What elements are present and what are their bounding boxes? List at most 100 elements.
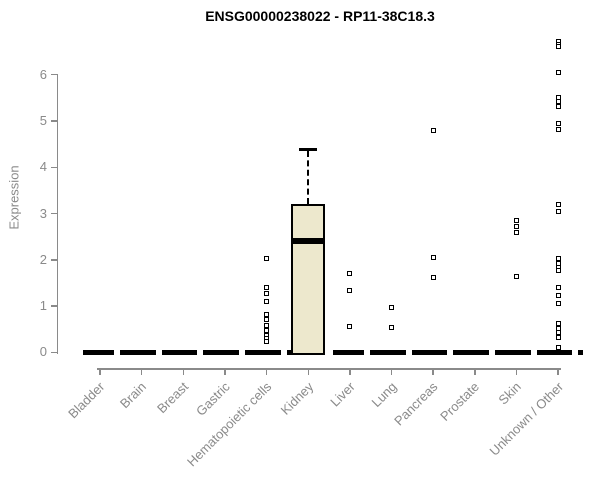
x-tick-label: Pancreas xyxy=(391,379,441,429)
outlier-point xyxy=(555,201,561,207)
outlier-point xyxy=(264,256,270,262)
y-tick-label: 4 xyxy=(39,159,47,175)
boxplot-zero-square xyxy=(244,349,250,355)
outlier-point xyxy=(555,126,561,132)
boxplot-zero-bar xyxy=(457,349,489,355)
x-axis-tick xyxy=(224,368,226,375)
x-tick-label: Kidney xyxy=(277,379,316,418)
outlier-point xyxy=(264,327,270,333)
boxplot-zero-bar xyxy=(207,349,239,355)
boxplot-zero-square xyxy=(286,349,292,355)
y-axis-line xyxy=(56,74,58,354)
outlier-point xyxy=(347,288,353,294)
outlier-point xyxy=(555,69,561,75)
boxplot-whisker xyxy=(307,150,310,205)
outlier-point xyxy=(389,304,395,310)
outlier-point xyxy=(347,324,353,330)
y-tick-label: 3 xyxy=(39,205,47,221)
x-tick-label: Bladder xyxy=(65,379,108,422)
y-axis-tick xyxy=(51,166,57,168)
outlier-point xyxy=(555,268,561,274)
x-axis-tick xyxy=(99,368,101,375)
y-axis-tick xyxy=(51,259,57,261)
boxplot-zero-bar xyxy=(249,349,281,355)
y-axis-tick xyxy=(51,120,57,122)
x-axis-tick xyxy=(349,368,351,375)
y-tick-label: 0 xyxy=(39,344,47,360)
boxplot-zero-square xyxy=(578,349,584,355)
y-tick-label: 2 xyxy=(39,251,47,267)
x-axis-tick xyxy=(140,368,143,375)
boxplot-box xyxy=(291,204,326,356)
x-axis-tick xyxy=(557,368,559,375)
boxplot-zero-square xyxy=(161,349,167,355)
outlier-point xyxy=(555,208,561,214)
boxplot-zero-bar xyxy=(499,349,531,355)
x-axis-tick xyxy=(432,368,434,375)
x-axis-tick xyxy=(182,368,185,375)
x-tick-label: Liver xyxy=(326,379,358,410)
x-axis-tick xyxy=(515,368,518,375)
outlier-point xyxy=(264,290,270,296)
y-axis-tick xyxy=(51,305,57,307)
boxplot-zero-bar xyxy=(541,349,573,355)
outlier-point xyxy=(264,317,270,323)
outlier-point xyxy=(555,334,561,340)
outlier-point xyxy=(264,322,270,328)
outlier-point xyxy=(264,284,270,290)
outlier-point xyxy=(389,325,395,331)
x-tick-label: Prostate xyxy=(437,379,483,424)
outlier-point xyxy=(430,128,436,134)
boxplot-zero-square xyxy=(453,349,459,355)
y-axis-tick xyxy=(51,351,57,354)
outlier-point xyxy=(514,224,519,230)
outlier-point xyxy=(264,338,270,344)
outlier-point xyxy=(555,301,561,307)
outlier-point xyxy=(514,218,519,224)
outlier-point xyxy=(514,230,519,236)
y-tick-label: 5 xyxy=(39,113,47,128)
x-tick-label: Gastric xyxy=(192,379,233,419)
x-tick-label: Lung xyxy=(368,379,400,411)
outlier-point xyxy=(514,274,519,280)
boxplot-zero-bar xyxy=(83,349,114,355)
outlier-point xyxy=(555,99,561,105)
x-axis-tick xyxy=(390,368,393,375)
x-axis-tick xyxy=(265,368,268,375)
y-axis-tick xyxy=(51,73,57,76)
y-tick-label: 1 xyxy=(39,298,47,314)
y-axis-tick xyxy=(51,212,57,215)
x-tick-label: Breast xyxy=(153,379,191,417)
boxplot-zero-square xyxy=(369,349,375,355)
y-tick-label: 6 xyxy=(39,66,47,82)
x-axis-tick xyxy=(307,368,309,375)
boxplot-whisker-cap xyxy=(299,147,318,151)
outlier-point xyxy=(555,44,561,50)
outlier-point xyxy=(555,320,561,326)
boxplot-median xyxy=(291,238,326,245)
boxplot-zero-square xyxy=(494,349,500,355)
boxplot-zero-square xyxy=(203,349,209,355)
x-tick-label: Brain xyxy=(117,379,150,412)
boxplot-zero-square xyxy=(120,349,125,355)
outlier-point xyxy=(555,325,561,331)
boxplot-zero-square xyxy=(411,349,417,355)
x-tick-label: Skin xyxy=(495,379,525,408)
outlier-point xyxy=(264,299,270,305)
boxplot-zero-bar xyxy=(166,349,198,355)
boxplot-zero-bar xyxy=(332,349,364,355)
outlier-point xyxy=(555,120,561,126)
outlier-point xyxy=(555,292,561,298)
boxplot-zero-bar xyxy=(124,349,156,355)
outlier-point xyxy=(430,255,436,261)
outlier-point xyxy=(347,271,353,277)
boxplot-zero-bar xyxy=(374,349,406,355)
boxplot-zero-square xyxy=(536,349,542,355)
x-axis-line xyxy=(97,368,561,370)
outlier-point xyxy=(264,312,270,318)
outlier-point xyxy=(555,344,561,350)
chart-title: ENSG00000238022 - RP11-38C18.3 xyxy=(205,8,435,24)
boxplot-zero-bar xyxy=(416,349,448,355)
outlier-point xyxy=(430,275,436,281)
